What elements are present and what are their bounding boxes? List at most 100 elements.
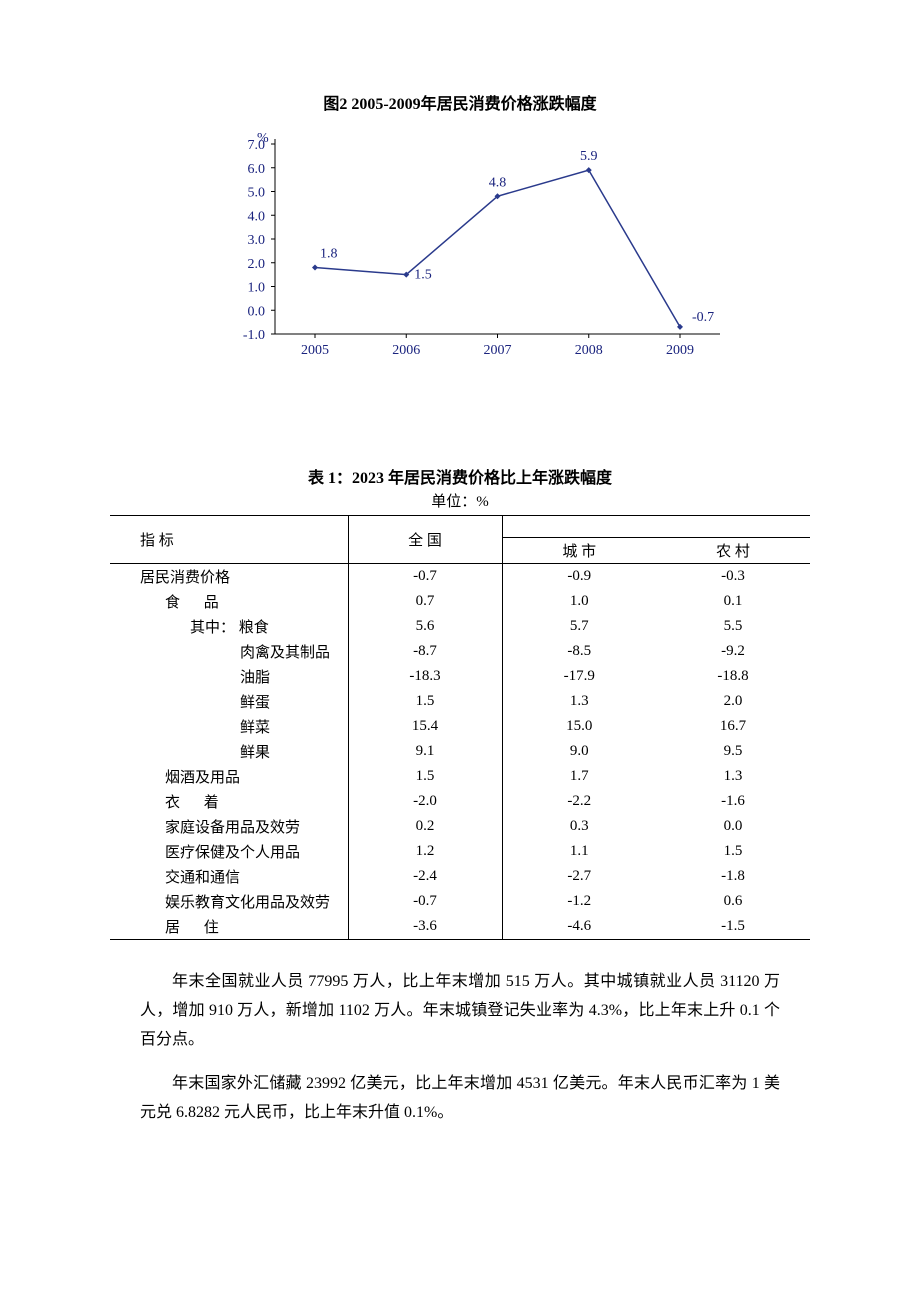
value-all: 1.2: [348, 839, 502, 864]
value-city: -0.9: [502, 564, 656, 590]
svg-text:2006: 2006: [392, 343, 420, 358]
value-city: 9.0: [502, 739, 656, 764]
table-row: 肉禽及其制品-8.7-8.5-9.2: [110, 639, 810, 664]
indicator-cell: 家庭设备用品及效劳: [110, 814, 348, 839]
table-row: 医疗保健及个人用品1.21.11.5: [110, 839, 810, 864]
value-all: 0.7: [348, 589, 502, 614]
header-indicator: 指 标: [110, 516, 348, 564]
value-all: 9.1: [348, 739, 502, 764]
svg-text:4.0: 4.0: [248, 209, 266, 224]
value-all: -2.4: [348, 864, 502, 889]
value-all: 15.4: [348, 714, 502, 739]
value-city: -2.2: [502, 789, 656, 814]
value-city: 15.0: [502, 714, 656, 739]
header-city: 城 市: [502, 538, 656, 564]
svg-text:5.9: 5.9: [580, 149, 598, 164]
value-rural: 0.0: [656, 814, 810, 839]
value-all: 5.6: [348, 614, 502, 639]
value-all: -0.7: [348, 889, 502, 914]
value-all: 0.2: [348, 814, 502, 839]
table-row: 食 品0.71.00.1: [110, 589, 810, 614]
svg-text:1.0: 1.0: [248, 281, 266, 296]
cpi-table: 指 标 全 国 城 市 农 村 居民消费价格-0.7-0.9-0.3食 品0.7…: [110, 515, 810, 940]
table-row: 衣 着-2.0-2.2-1.6: [110, 789, 810, 814]
svg-text:-1.0: -1.0: [243, 328, 265, 343]
value-rural: -9.2: [656, 639, 810, 664]
value-rural: -1.5: [656, 914, 810, 940]
svg-text:2005: 2005: [301, 343, 329, 358]
value-city: -8.5: [502, 639, 656, 664]
svg-text:3.0: 3.0: [248, 233, 266, 248]
value-city: 0.3: [502, 814, 656, 839]
paragraph-employment: 年末全国就业人员 77995 万人，比上年末增加 515 万人。其中城镇就业人员…: [140, 968, 780, 1054]
table-row: 娱乐教育文化用品及效劳-0.7-1.20.6: [110, 889, 810, 914]
value-city: 1.1: [502, 839, 656, 864]
value-rural: -1.6: [656, 789, 810, 814]
table-row: 鲜果9.19.09.5: [110, 739, 810, 764]
svg-text:0.0: 0.0: [248, 304, 266, 319]
table-body: 居民消费价格-0.7-0.9-0.3食 品0.71.00.1其中： 粮食5.65…: [110, 564, 810, 940]
value-city: -17.9: [502, 664, 656, 689]
chart-svg: %-1.00.01.02.03.04.05.06.07.020052006200…: [180, 124, 740, 404]
svg-text:-0.7: -0.7: [692, 310, 714, 325]
value-rural: 0.1: [656, 589, 810, 614]
value-rural: 5.5: [656, 614, 810, 639]
indicator-cell: 居民消费价格: [110, 564, 348, 590]
svg-text:7.0: 7.0: [248, 138, 266, 153]
value-all: 1.5: [348, 689, 502, 714]
value-city: -4.6: [502, 914, 656, 940]
table-row: 家庭设备用品及效劳0.20.30.0: [110, 814, 810, 839]
table-row: 鲜蛋1.51.32.0: [110, 689, 810, 714]
chart-title: 图2 2005-2009年居民消费价格涨跌幅度: [323, 90, 596, 114]
indicator-cell: 鲜菜: [110, 714, 348, 739]
value-rural: 1.5: [656, 839, 810, 864]
value-city: 1.0: [502, 589, 656, 614]
indicator-cell: 居 住: [110, 914, 348, 940]
table-row: 鲜菜15.415.016.7: [110, 714, 810, 739]
header-all: 全 国: [348, 516, 502, 564]
value-rural: -1.8: [656, 864, 810, 889]
value-rural: 2.0: [656, 689, 810, 714]
value-rural: 9.5: [656, 739, 810, 764]
table-title: 表 1：2023 年居民消费价格比上年涨跌幅度: [110, 464, 810, 488]
indicator-cell: 食 品: [110, 589, 348, 614]
indicator-cell: 医疗保健及个人用品: [110, 839, 348, 864]
table-row: 居民消费价格-0.7-0.9-0.3: [110, 564, 810, 590]
table-row: 其中： 粮食5.65.75.5: [110, 614, 810, 639]
svg-text:6.0: 6.0: [248, 162, 266, 177]
value-all: -8.7: [348, 639, 502, 664]
svg-text:2007: 2007: [484, 343, 512, 358]
value-rural: 1.3: [656, 764, 810, 789]
indicator-cell: 其中： 粮食: [110, 614, 348, 639]
table-unit: 单位：%: [110, 490, 810, 511]
value-all: -2.0: [348, 789, 502, 814]
paragraph-forex: 年末国家外汇储藏 23992 亿美元，比上年末增加 4531 亿美元。年末人民币…: [140, 1070, 780, 1128]
header-rural: 农 村: [656, 538, 810, 564]
svg-text:5.0: 5.0: [248, 186, 266, 201]
svg-text:2008: 2008: [575, 343, 603, 358]
value-city: 5.7: [502, 614, 656, 639]
value-city: 1.3: [502, 689, 656, 714]
cpi-line-chart: 图2 2005-2009年居民消费价格涨跌幅度 %-1.00.01.02.03.…: [110, 90, 810, 404]
indicator-cell: 衣 着: [110, 789, 348, 814]
value-city: -1.2: [502, 889, 656, 914]
svg-text:2009: 2009: [666, 343, 694, 358]
table-row: 交通和通信-2.4-2.7-1.8: [110, 864, 810, 889]
value-city: 1.7: [502, 764, 656, 789]
table-row: 烟酒及用品1.51.71.3: [110, 764, 810, 789]
indicator-cell: 交通和通信: [110, 864, 348, 889]
header-split: [502, 516, 810, 538]
svg-text:2.0: 2.0: [248, 257, 266, 272]
value-city: -2.7: [502, 864, 656, 889]
value-all: -3.6: [348, 914, 502, 940]
svg-text:4.8: 4.8: [489, 175, 507, 190]
indicator-cell: 娱乐教育文化用品及效劳: [110, 889, 348, 914]
value-rural: 0.6: [656, 889, 810, 914]
table-row: 油脂-18.3-17.9-18.8: [110, 664, 810, 689]
svg-text:1.8: 1.8: [320, 247, 338, 262]
indicator-cell: 鲜果: [110, 739, 348, 764]
value-all: -0.7: [348, 564, 502, 590]
indicator-cell: 烟酒及用品: [110, 764, 348, 789]
indicator-cell: 鲜蛋: [110, 689, 348, 714]
value-rural: -18.8: [656, 664, 810, 689]
